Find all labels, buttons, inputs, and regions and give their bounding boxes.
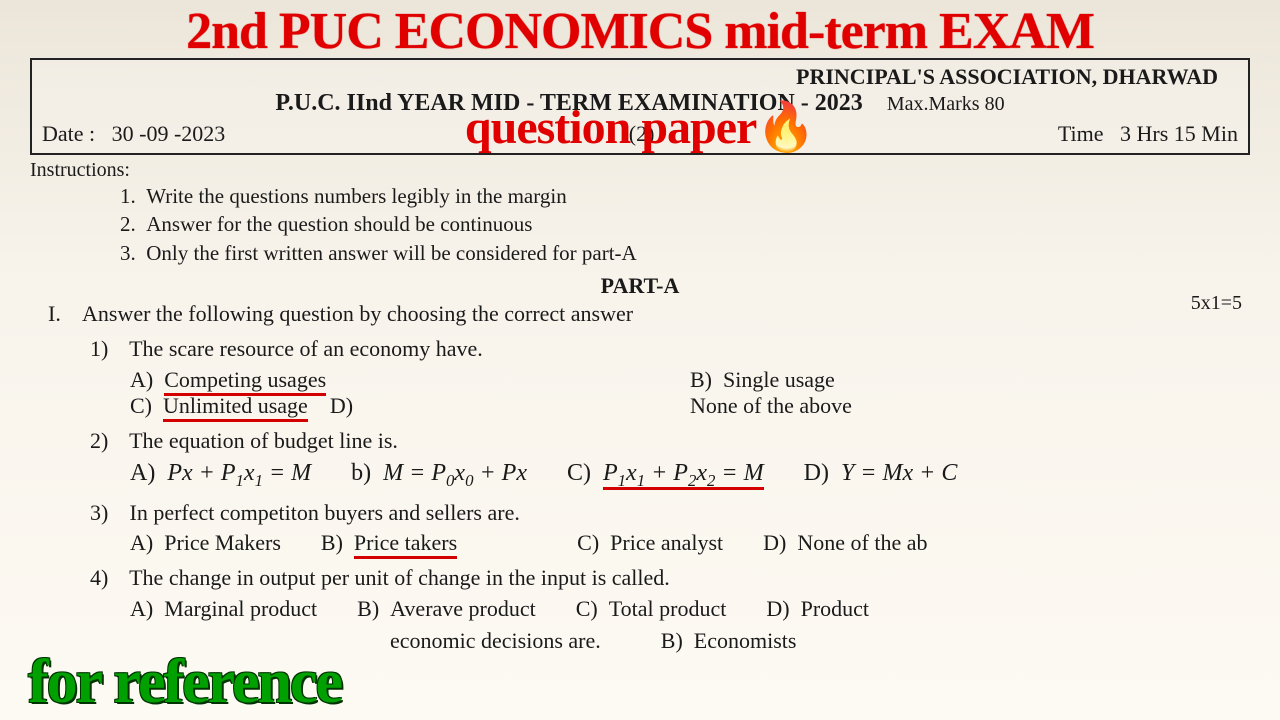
overlay-title: 2nd PUC ECONOMICS mid-term EXAM — [186, 2, 1094, 61]
q3-opt-c: C) Price analyst — [577, 530, 723, 556]
q3-text: In perfect competiton buyers and sellers… — [130, 500, 520, 525]
q1-d-label: D) — [330, 393, 353, 418]
instruction-text: Only the first written answer will be co… — [146, 241, 636, 265]
date-value: 30 -09 -2023 — [112, 121, 226, 146]
time-value: 3 Hrs 15 Min — [1120, 121, 1238, 146]
q1-b-text: Single usage — [723, 367, 835, 392]
q2-d-label: D) — [804, 460, 829, 486]
association-line: PRINCIPAL'S ASSOCIATION, DHARWAD — [42, 64, 1238, 90]
time-field: Time 3 Hrs 15 Min — [1058, 121, 1238, 147]
q4-text: The change in output per unit of change … — [129, 565, 670, 590]
q3-opt-b: B) Price takers — [321, 530, 457, 556]
date-field: Date : 30 -09 -2023 — [42, 121, 225, 147]
q1-opt-c: C) Unlimited usage D) — [130, 393, 650, 419]
q2-c-label: C) — [567, 460, 591, 486]
q3-opt-d: D) None of the ab — [763, 530, 927, 556]
q2-text: The equation of budget line is. — [129, 428, 398, 453]
q1-opt-d: None of the above — [690, 393, 1210, 419]
q4-b-text: Averave product — [390, 596, 536, 621]
q4-c-text: Total product — [609, 596, 727, 621]
q2-d-eq: Y = Mx + C — [841, 460, 957, 486]
q4-opt-a: A) Marginal product — [130, 596, 317, 622]
q1-number: 1) — [90, 335, 124, 363]
q2-b-eq: M = P0x0 + Px — [383, 460, 527, 486]
section-roman: I. — [48, 301, 61, 327]
instruction-text: Write the questions numbers legibly in t… — [146, 184, 566, 208]
q3-b-text: Price takers — [354, 530, 457, 559]
q2-opt-a: A) Px + P1x1 = M — [130, 460, 311, 491]
q1-opt-b: B) Single usage — [690, 367, 1210, 393]
q5-b-text: Economists — [694, 628, 797, 653]
q1-d-text: None of the above — [690, 393, 852, 418]
q5-opt-b: B) Economists — [661, 628, 797, 654]
overlay-subtitle: question paper🔥 — [465, 98, 815, 155]
q3-d-text: None of the ab — [797, 530, 927, 555]
q2-b-label: b) — [351, 460, 371, 486]
instruction-text: Answer for the question should be contin… — [146, 212, 532, 236]
q2-options: A) Px + P1x1 = M b) M = P0x0 + Px C) P1x… — [130, 460, 1250, 491]
max-marks: Max.Marks 80 — [887, 93, 1005, 115]
q4-options: A) Marginal product B) Averave product C… — [130, 596, 1250, 622]
question-4: 4) The change in output per unit of chan… — [90, 564, 1250, 592]
q2-c-eq: P1x1 + P2x2 = M — [603, 460, 764, 490]
q2-opt-c: C) P1x1 + P2x2 = M — [567, 460, 764, 491]
q1-opt-a: A) Competing usages — [130, 367, 650, 393]
instructions-label: Instructions: — [30, 159, 1250, 182]
q4-d-text: Product — [801, 596, 869, 621]
q3-options: A) Price Makers B) Price takers C) Price… — [130, 530, 1250, 556]
q5-tail: economic decisions are. — [390, 628, 601, 654]
date-label: Date : — [42, 121, 95, 146]
q4-number: 4) — [90, 564, 124, 592]
overlay-subtitle-text: question paper🔥 — [465, 101, 815, 154]
instruction-item: 1. Write the questions numbers legibly i… — [120, 182, 1250, 210]
overlay-reference: for reference — [28, 647, 341, 718]
time-label: Time — [1058, 121, 1104, 146]
section-stem: Answer the following question by choosin… — [82, 301, 1250, 327]
q2-a-eq: Px + P1x1 = M — [167, 460, 311, 486]
q3-number: 3) — [90, 499, 124, 527]
part-a-heading: PART-A — [30, 273, 1250, 299]
q2-a-label: A) — [130, 460, 155, 486]
q4-opt-b: B) Averave product — [357, 596, 536, 622]
q1-c-text: Unlimited usage — [163, 393, 308, 422]
instruction-item: 2. Answer for the question should be con… — [120, 210, 1250, 238]
q2-opt-d: D) Y = Mx + C — [804, 460, 958, 487]
instructions-list: 1. Write the questions numbers legibly i… — [120, 182, 1250, 267]
question-1: 1) The scare resource of an economy have… — [90, 335, 1250, 363]
q3-opt-a: A) Price Makers — [130, 530, 281, 556]
q2-number: 2) — [90, 427, 124, 455]
q4-opt-c: C) Total product — [576, 596, 727, 622]
instruction-item: 3. Only the first written answer will be… — [120, 239, 1250, 267]
question-3: 3) In perfect competiton buyers and sell… — [90, 499, 1250, 527]
q4-opt-d: D) Product — [766, 596, 869, 622]
q1-a-text: Competing usages — [164, 367, 326, 396]
q2-opt-b: b) M = P0x0 + Px — [351, 460, 527, 491]
q1-text: The scare resource of an economy have. — [129, 336, 483, 361]
q3-c-text: Price analyst — [610, 530, 723, 555]
q4-a-text: Marginal product — [164, 596, 317, 621]
question-2: 2) The equation of budget line is. — [90, 427, 1250, 455]
q1-options: A) Competing usages C) Unlimited usage D… — [130, 367, 1250, 419]
q3-a-text: Price Makers — [164, 530, 281, 555]
